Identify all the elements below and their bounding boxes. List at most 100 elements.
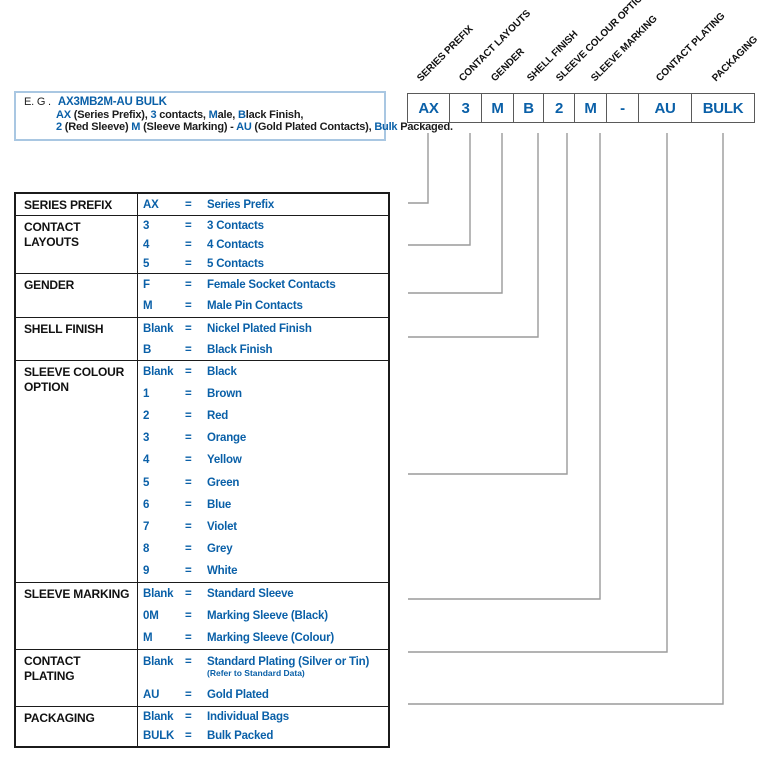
option-description: 3 Contacts	[207, 219, 264, 232]
table-row: 3 = 3 Contacts	[143, 220, 388, 232]
option-description: Red	[207, 410, 229, 423]
section-rows: 3 = 3 Contacts 4 = 4 Contacts 5 = 5 Contacts	[138, 216, 388, 273]
equals-sign: =	[185, 688, 192, 701]
option-description: Nickel Plated Finish	[207, 322, 312, 335]
section-rows: F = Female Socket Contacts M = Male Pin Conta…	[138, 274, 388, 317]
table-row: 7 = Violet	[143, 521, 388, 533]
option-description: Orange	[207, 432, 247, 445]
option-description: Male Pin Contacts	[207, 300, 303, 313]
option-description: Marking Sleeve (Black)	[207, 610, 328, 622]
description-text: Packaged.	[397, 121, 453, 133]
section-label: SLEEVE COLOUR OPTION	[16, 361, 138, 582]
equals-sign: =	[185, 322, 192, 335]
equals-sign: =	[185, 410, 192, 423]
option-code: 5	[143, 257, 150, 270]
code-highlight-text: M	[131, 121, 141, 133]
section-rows: Blank = Standard Sleeve 0M = Marking Sleeve (…	[138, 583, 388, 649]
table-row: 9 = White	[143, 565, 388, 577]
connector-line	[408, 133, 503, 294]
section-rows: AX = Series Prefix	[138, 194, 388, 215]
option-description: Series Prefix	[207, 198, 275, 211]
section-label: CONTACT PLATING	[16, 650, 138, 706]
option-code: Blank	[143, 322, 174, 335]
equals-sign: =	[185, 343, 192, 356]
option-description: 4 Contacts	[207, 238, 264, 251]
section-label: GENDER	[16, 274, 138, 317]
connector-line	[408, 133, 429, 204]
connector-line	[408, 133, 724, 705]
part-code-cell: AU	[638, 94, 691, 122]
option-description: Female Socket Contacts	[207, 278, 336, 291]
description-text: contacts,	[156, 108, 209, 121]
part-code-cell: AX	[418, 99, 439, 117]
table-section: SLEEVE MARKING Blank = Standard Sleeve 0M = Ma…	[16, 582, 388, 649]
option-description: Grey	[207, 542, 233, 555]
option-code: BULK	[143, 730, 175, 743]
option-description: Bulk Packed	[207, 730, 274, 743]
table-row: M = Male Pin Contacts	[143, 300, 388, 312]
option-code: M	[143, 300, 153, 313]
option-description: Brown	[207, 388, 242, 401]
option-description: Black	[207, 366, 237, 379]
table-row: 5 = Green	[143, 477, 388, 489]
table-row: 4 = Yellow	[143, 454, 388, 466]
section-rows: Blank = Black 1 = Brown 2 = Red 3 = Orange 4 = Yellow 5…	[138, 361, 388, 582]
section-rows: Blank = Nickel Plated Finish B = Black Finish	[138, 318, 388, 360]
option-code: 4	[143, 454, 150, 467]
option-code: AU	[143, 688, 160, 701]
option-code: 6	[143, 498, 150, 511]
equals-sign: =	[185, 730, 192, 743]
table-section: SLEEVE COLOUR OPTION Blank = Black 1 = Brown 2 =…	[16, 360, 388, 582]
option-description: Marking Sleeve (Colour)	[207, 632, 335, 644]
equals-sign: =	[185, 219, 192, 232]
option-code: M	[143, 632, 153, 644]
option-description: Standard Plating (Silver or Tin) (Refer t…	[207, 656, 388, 678]
description-text: (Series Prefix),	[70, 108, 151, 121]
equals-sign: =	[185, 278, 192, 291]
connector-line	[408, 133, 568, 475]
option-code: Blank	[143, 588, 174, 600]
equals-sign: =	[185, 610, 192, 622]
section-label: CONTACT LAYOUTS	[16, 216, 138, 273]
part-code-cell: 3	[449, 94, 481, 122]
equals-sign: =	[185, 476, 192, 489]
option-code: 7	[143, 520, 150, 533]
section-label: SERIES PREFIX	[16, 194, 138, 215]
option-code: Blank	[143, 710, 174, 723]
section-rows: Blank = Standard Plating (Silver or Tin) (R…	[138, 650, 388, 706]
equals-sign: =	[185, 257, 192, 270]
table-section: PACKAGING Blank = Individual Bags BULK = Bulk …	[16, 706, 388, 746]
option-description: Yellow	[207, 454, 242, 467]
equals-sign: =	[185, 564, 192, 577]
table-row: AU = Gold Plated	[143, 689, 388, 701]
option-code: Blank	[143, 366, 174, 379]
example-part-number: AX3MB2M-AU BULK	[57, 96, 167, 108]
table-row: F = Female Socket Contacts	[143, 279, 388, 291]
table-row: M = Marking Sleeve (Colour)	[143, 632, 388, 644]
option-code: 3	[143, 219, 150, 232]
option-code: Blank	[143, 655, 174, 668]
equals-sign: =	[185, 300, 192, 313]
option-description-note: (Refer to Standard Data)	[207, 667, 305, 678]
equals-sign: =	[185, 710, 192, 723]
equals-sign: =	[185, 498, 192, 511]
table-row: 6 = Blue	[143, 499, 388, 511]
equals-sign: =	[185, 198, 192, 211]
ordering-options-table: SERIES PREFIX AX = Series Prefix CONTACT LAY…	[14, 192, 390, 748]
option-description: Individual Bags	[207, 710, 289, 723]
option-description: Standard Sleeve	[207, 588, 294, 600]
code-highlight-text: B	[237, 108, 246, 121]
code-highlight-text: AX	[56, 108, 71, 121]
code-highlight-text: AU	[236, 121, 252, 133]
table-row: 1 = Brown	[143, 388, 388, 400]
description-text: (Gold Plated Contacts),	[251, 121, 375, 133]
table-row: 0M = Marking Sleeve (Black)	[143, 610, 388, 622]
connector-line	[408, 133, 668, 653]
option-description: 5 Contacts	[207, 257, 264, 270]
section-rows: Blank = Individual Bags BULK = Bulk Packed	[138, 707, 388, 746]
option-code: 4	[143, 238, 150, 251]
connector-line	[408, 133, 601, 600]
option-description: White	[207, 564, 238, 577]
code-highlight-text: 3	[150, 108, 157, 121]
table-row: 5 = 5 Contacts	[143, 258, 388, 270]
